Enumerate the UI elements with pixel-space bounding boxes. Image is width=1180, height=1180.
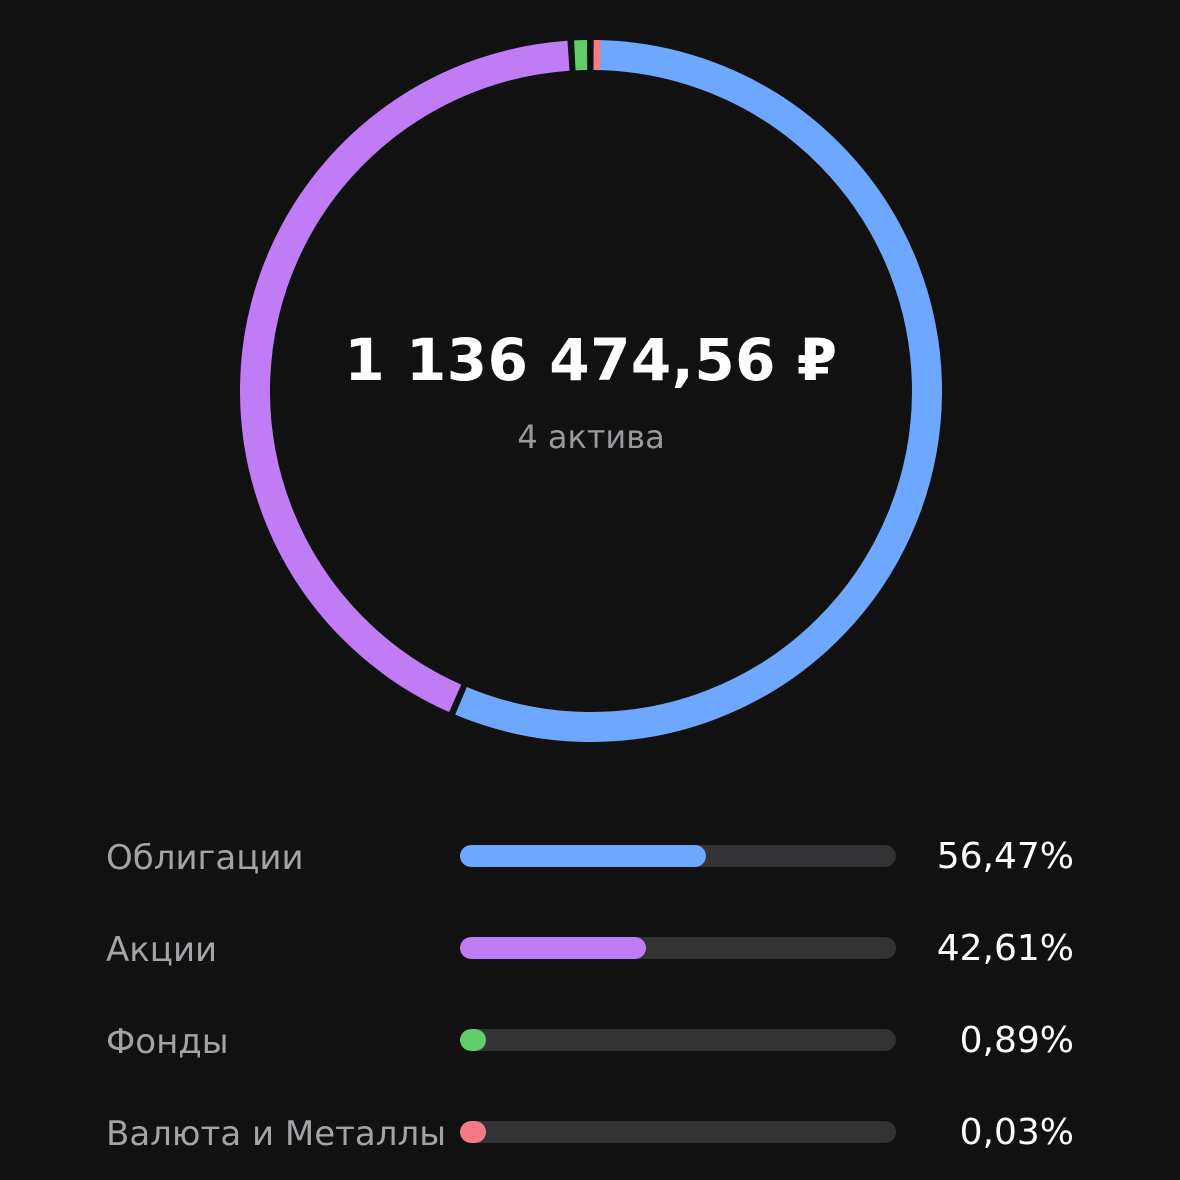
allocation-bar-fill (460, 1029, 486, 1051)
allocation-label: Фонды (106, 1022, 229, 1062)
donut-slice-stocks (240, 40, 942, 742)
allocation-bar-fill (460, 937, 646, 959)
donut-svg (240, 39, 942, 742)
donut-slice-currency-metals (240, 40, 942, 742)
allocation-row-funds[interactable]: Фонды 0,89% (0, 1010, 1180, 1070)
portfolio-total-value: 1 136 474,56 ₽ (344, 326, 838, 394)
allocation-bar-track (460, 1029, 896, 1051)
allocation-label: Акции (106, 930, 218, 970)
allocation-row-currency-metals[interactable]: Валюта и Металлы 0,03% (0, 1102, 1180, 1162)
allocation-bar-fill (460, 845, 707, 867)
allocation-percent: 0,03% (959, 1112, 1074, 1153)
allocation-bar-track (460, 1121, 896, 1143)
allocation-bar-fill (460, 1121, 486, 1143)
allocation-bar-track (460, 937, 896, 959)
allocation-percent: 0,89% (959, 1020, 1074, 1061)
allocation-bar-track (460, 845, 896, 867)
donut-slice-funds (240, 40, 942, 742)
allocation-percent: 42,61% (936, 928, 1074, 969)
allocation-row-bonds[interactable]: Облигации 56,47% (0, 826, 1180, 886)
allocation-percent: 56,47% (936, 836, 1074, 877)
assets-count: 4 актива (517, 418, 665, 456)
allocation-donut-chart: 1 136 474,56 ₽ 4 актива (230, 30, 952, 752)
allocation-label: Облигации (106, 838, 304, 878)
allocation-row-stocks[interactable]: Акции 42,61% (0, 918, 1180, 978)
allocation-label: Валюта и Металлы (106, 1114, 447, 1154)
